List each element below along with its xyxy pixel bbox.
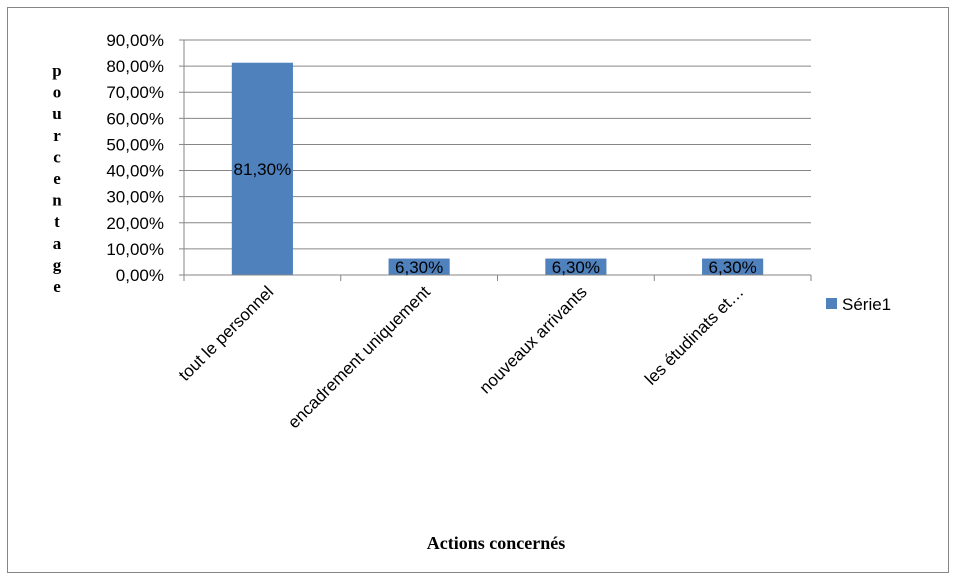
data-label: 6,30% (709, 258, 757, 277)
y-tick-label: 80,00% (106, 57, 164, 76)
data-label: 81,30% (234, 160, 292, 179)
legend-label: Série1 (842, 295, 891, 314)
y-axis-title-char: o (53, 83, 62, 102)
y-tick-label: 30,00% (106, 188, 164, 207)
y-tick-label: 40,00% (106, 162, 164, 181)
y-axis-title-char: p (52, 61, 61, 80)
bar (545, 258, 607, 275)
data-labels: 81,30% 6,30% 6,30% 6,30% (234, 160, 757, 277)
y-axis-title-char: u (52, 104, 61, 123)
y-axis-title-char: r (53, 126, 61, 145)
y-tick-label: 20,00% (106, 214, 164, 233)
y-tick-label: 70,00% (106, 83, 164, 102)
chart-border (7, 7, 949, 573)
y-axis-title-char: t (54, 212, 60, 231)
bar (388, 258, 450, 275)
y-axis-title-char: a (53, 234, 62, 253)
y-axis-title-char: n (52, 191, 62, 210)
y-axis-title-char: c (53, 147, 61, 166)
y-tick-labels: 0,00% 10,00% 20,00% 30,00% 40,00% 50,00% 60,00… (106, 31, 164, 285)
x-axis-title: Actions concernés (427, 533, 565, 553)
y-tick-label: 60,00% (106, 109, 164, 128)
bars (231, 62, 764, 275)
y-axis-title-char: g (53, 255, 62, 274)
data-label: 6,30% (552, 258, 600, 277)
y-tick-label: 10,00% (106, 240, 164, 259)
y-tick-label: 0,00% (116, 266, 164, 285)
y-tick-label: 50,00% (106, 135, 164, 154)
y-axis-title-char: e (53, 169, 61, 188)
legend-swatch (826, 298, 837, 309)
bar (231, 62, 293, 275)
y-tick-label: 90,00% (106, 31, 164, 50)
data-label: 6,30% (395, 258, 443, 277)
legend: Série1 (826, 295, 891, 314)
axes (179, 39, 812, 281)
bar (702, 258, 764, 275)
y-axis-title-char: e (53, 277, 61, 296)
